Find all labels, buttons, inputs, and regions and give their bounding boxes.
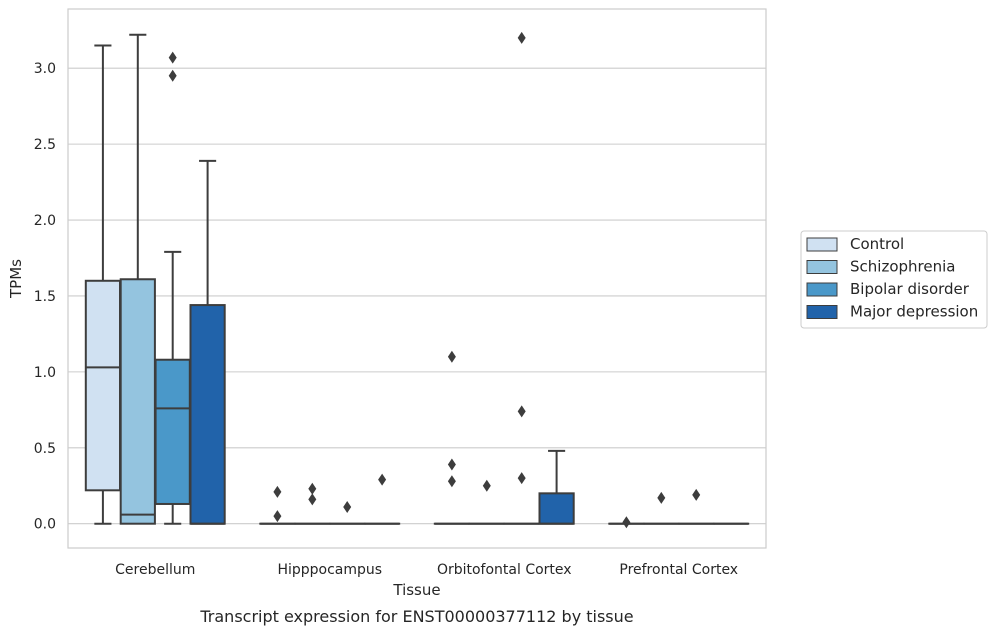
outlier-point xyxy=(308,493,317,506)
outlier-point xyxy=(343,501,352,514)
outlier-point xyxy=(447,458,456,471)
legend-entry: Schizophrenia xyxy=(850,258,955,276)
chart-caption: Transcript expression for ENST0000037711… xyxy=(199,607,633,626)
x-tick-label: Hipppocampus xyxy=(277,562,382,578)
y-tick-label: 1.5 xyxy=(34,289,56,305)
box-bipolar-disorder xyxy=(154,51,191,525)
outlier-point xyxy=(168,69,177,82)
outlier-point xyxy=(517,31,526,44)
box-control xyxy=(433,350,471,525)
outlier-point xyxy=(378,473,387,486)
box-schizophrenia xyxy=(643,491,680,525)
legend: Control Schizophrenia Bipolar disorder Majo… xyxy=(800,230,988,329)
box-major-depression xyxy=(538,449,575,525)
y-tick-label: 2.5 xyxy=(34,137,56,153)
y-tick-label: 3.0 xyxy=(34,61,56,77)
box-body xyxy=(189,304,226,525)
box-bipolar-disorder xyxy=(503,31,540,525)
legend-frame xyxy=(800,230,988,329)
outlier-point xyxy=(517,472,526,485)
legend-swatch xyxy=(806,282,838,297)
outlier-point xyxy=(482,479,491,492)
box-body xyxy=(119,278,156,525)
box-major-depression xyxy=(189,159,226,525)
y-tick-label: 0.5 xyxy=(34,441,56,457)
outlier-point xyxy=(657,491,666,504)
x-tick-label: Prefrontal Cortex xyxy=(619,562,738,578)
outlier-point xyxy=(168,51,177,64)
legend-entry: Major depression xyxy=(850,303,978,321)
y-tick-labels: 0.0 0.5 1.0 1.5 2.0 2.5 3.0 xyxy=(34,61,56,532)
legend-entry: Control xyxy=(850,235,904,253)
legend-entry: Bipolar disorder xyxy=(850,280,970,298)
box-control xyxy=(259,485,296,525)
legend-swatch xyxy=(806,305,838,319)
x-tick-label: Cerebellum xyxy=(115,562,195,578)
plot-frame xyxy=(67,8,767,549)
outlier-point xyxy=(273,485,282,498)
outlier-point xyxy=(308,482,317,495)
y-tick-label: 1.0 xyxy=(34,365,56,381)
box-bipolar-disorder xyxy=(678,488,715,525)
legend-swatch xyxy=(806,237,838,252)
y-tick-label: 0.0 xyxy=(34,517,56,533)
box-schizophrenia xyxy=(468,479,505,525)
outlier-point xyxy=(447,350,456,363)
outlier-point xyxy=(692,488,701,501)
box-control xyxy=(608,516,645,529)
outlier-point xyxy=(517,405,526,418)
outlier-point xyxy=(622,516,631,529)
box-schizophrenia xyxy=(294,482,331,525)
box-control xyxy=(84,44,122,525)
box-major-depression xyxy=(363,473,401,525)
x-axis-label: Tissue xyxy=(392,581,440,599)
outlier-point xyxy=(273,510,282,523)
x-tick-label: Orbitofontal Cortex xyxy=(437,562,572,578)
box-body xyxy=(154,358,191,505)
x-tick-labels: Cerebellum Hipppocampus Orbitofontal Corte… xyxy=(115,562,738,578)
box-schizophrenia xyxy=(119,33,156,525)
boxes xyxy=(84,31,750,529)
box-body xyxy=(538,492,575,525)
y-tick-label: 2.0 xyxy=(34,213,56,229)
legend-swatch xyxy=(806,260,838,274)
box-body xyxy=(84,279,122,492)
y-axis-label: TPMs xyxy=(7,259,25,299)
outlier-point xyxy=(447,475,456,488)
box-bipolar-disorder xyxy=(329,501,366,525)
